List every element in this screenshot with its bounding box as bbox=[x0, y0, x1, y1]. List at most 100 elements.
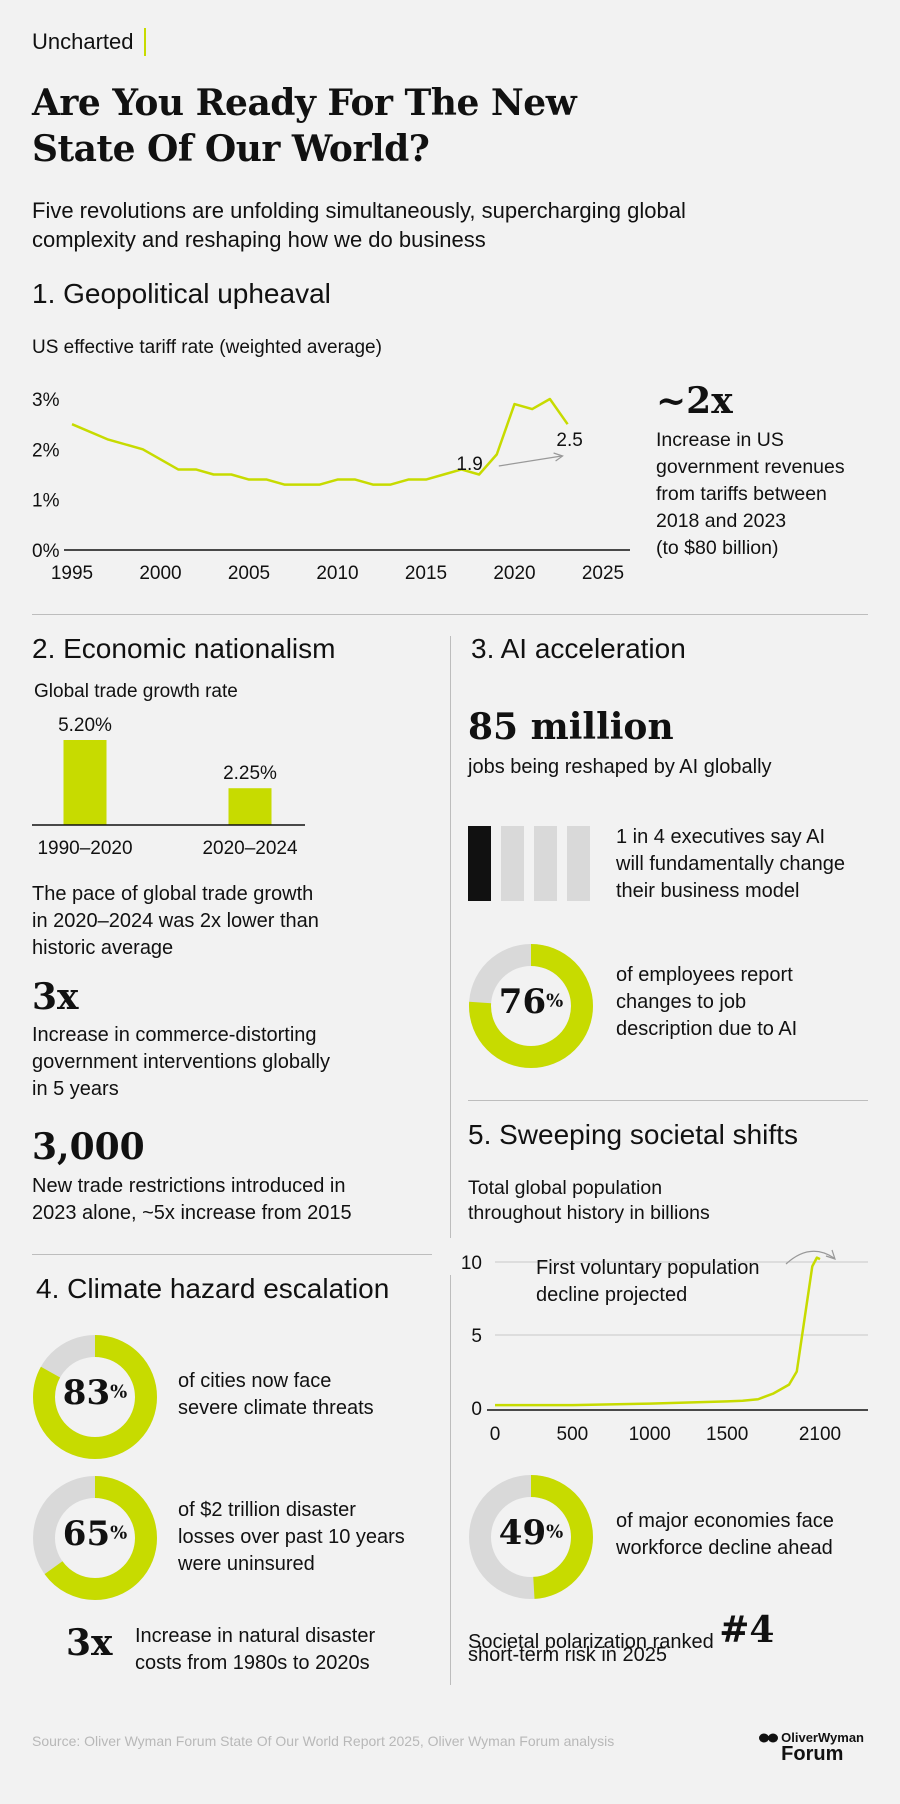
donut-65-label: 65% bbox=[25, 1514, 165, 1554]
s3-donut-line: changes to job bbox=[616, 991, 747, 1013]
s3-donut-desc: of employees report changes to job descr… bbox=[616, 962, 797, 1043]
donut-value: 49 bbox=[498, 1513, 547, 1553]
s5-rank-text-2: short-term risk in 2025 bbox=[468, 1644, 667, 1666]
divider bbox=[32, 614, 868, 615]
logo-text: OliverWyman bbox=[781, 1730, 864, 1745]
s5-heading: 5. Sweeping societal shifts bbox=[468, 1119, 798, 1150]
s2-note-line: historic average bbox=[32, 937, 174, 959]
donut-49-label: 49% bbox=[461, 1513, 601, 1553]
s3-exec-line: their business model bbox=[616, 880, 800, 902]
y-tick-label: 0% bbox=[32, 541, 60, 562]
series-line bbox=[495, 1256, 821, 1407]
x-tick-label: 2100 bbox=[799, 1424, 841, 1445]
y-tick-label: 0 bbox=[471, 1399, 482, 1420]
s2-stat1: 3x bbox=[32, 976, 79, 1018]
logo-line-1: OliverWyman bbox=[759, 1730, 864, 1745]
category-label: 2020–2024 bbox=[202, 838, 298, 859]
s1-stat-line: 2018 and 2023 bbox=[656, 510, 787, 532]
s2-stat1-desc: Increase in commerce-distorting governme… bbox=[32, 1022, 330, 1103]
s5-rank-line-1: Societal polarization ranked #4 bbox=[468, 1612, 774, 1656]
donut-fill bbox=[469, 1475, 593, 1599]
s5-donut-line: of major economies face bbox=[616, 1510, 834, 1532]
y-tick-label: 2% bbox=[32, 440, 60, 461]
s5-donut-desc: of major economies face workforce declin… bbox=[616, 1508, 834, 1562]
donut-76-label: 76% bbox=[461, 982, 601, 1022]
s3-stat-desc: jobs being reshaped by AI globally bbox=[468, 756, 772, 778]
donut-fill bbox=[469, 944, 593, 1068]
s2-note-line: The pace of global trade growth bbox=[32, 883, 314, 905]
series-line bbox=[71, 397, 569, 486]
donut-fill bbox=[33, 1476, 157, 1600]
s4-donut2-line: losses over past 10 years bbox=[178, 1526, 405, 1548]
title-line-1: Are You Ready For The New bbox=[32, 82, 577, 124]
s5-chart-title-line: throughout history in billions bbox=[468, 1202, 710, 1224]
s1-stat-line: government revenues bbox=[656, 456, 845, 478]
s5-annotation-line: decline projected bbox=[536, 1284, 688, 1306]
donut-sign: % bbox=[110, 1522, 128, 1544]
s3-heading: 3. AI acceleration bbox=[471, 633, 686, 664]
annotation-arrowhead bbox=[553, 452, 564, 462]
logo-text-2: Forum bbox=[781, 1743, 844, 1765]
title-line-2: State Of Our World? bbox=[32, 128, 430, 170]
s1-stat: ~2x bbox=[656, 380, 733, 422]
s4-heading: 4. Climate hazard escalation bbox=[36, 1273, 390, 1304]
s4-stat: 3x bbox=[66, 1622, 113, 1664]
donut-49 bbox=[469, 1475, 593, 1599]
trade-growth-chart: 5.20% 1990–2020 2.25% 2020–2024 bbox=[32, 715, 305, 859]
s4-donut1-line: of cities now face bbox=[178, 1370, 332, 1392]
donut-83-label: 83% bbox=[25, 1373, 165, 1413]
x-tick-label: 0 bbox=[490, 1424, 501, 1445]
donut-sign: % bbox=[110, 1381, 128, 1403]
s1-chart-title: US effective tariff rate (weighted avera… bbox=[32, 337, 382, 358]
brand-label: Uncharted bbox=[32, 29, 134, 54]
x-tick-label: 1500 bbox=[706, 1424, 748, 1445]
s1-stat-line: Increase in US bbox=[656, 429, 784, 451]
s1-heading: 1. Geopolitical upheaval bbox=[32, 278, 331, 309]
s2-stat1-line: Increase in commerce-distorting bbox=[32, 1024, 317, 1046]
intro-line-1: Five revolutions are unfolding simultane… bbox=[32, 198, 686, 223]
donut-value: 65 bbox=[62, 1514, 111, 1554]
s4-stat-line: costs from 1980s to 2020s bbox=[135, 1652, 370, 1674]
page-title: Are You Ready For The New State Of Our W… bbox=[32, 80, 652, 172]
s3-donut-line: description due to AI bbox=[616, 1018, 798, 1040]
donut-fill bbox=[33, 1335, 157, 1459]
donut-83 bbox=[33, 1335, 157, 1459]
s2-stat2: 3,000 bbox=[32, 1126, 145, 1168]
s4-donut2-line: were uninsured bbox=[178, 1553, 315, 1575]
s2-stat2-desc: New trade restrictions introduced in 202… bbox=[32, 1173, 352, 1227]
ratio-bar bbox=[567, 826, 590, 901]
s5-rank: Societal polarization ranked #4 short-te… bbox=[468, 1612, 774, 1669]
intro-text: Five revolutions are unfolding simultane… bbox=[32, 196, 792, 254]
s5-chart-title-line: Total global population bbox=[468, 1177, 663, 1199]
x-tick-label: 2015 bbox=[405, 563, 447, 584]
s4-donut2-desc: of $2 trillion disaster losses over past… bbox=[178, 1497, 405, 1578]
s3-exec-desc: 1 in 4 executives say AI will fundamenta… bbox=[616, 824, 845, 905]
s5-donut-line: workforce decline ahead bbox=[616, 1537, 833, 1559]
donut-value: 83 bbox=[62, 1373, 111, 1413]
divider-vertical bbox=[450, 1275, 451, 1685]
brand-divider bbox=[143, 28, 146, 56]
tariff-chart: 0% 1% 2% 3% 1995 2000 2005 2010 2015 2020 2025 1.9 2… bbox=[32, 390, 630, 584]
s1-stat-line: from tariffs between bbox=[656, 483, 827, 505]
intro-line-2: complexity and reshaping how we do busin… bbox=[32, 227, 486, 252]
x-tick-label: 2000 bbox=[139, 563, 181, 584]
s3-exec-line: 1 in 4 executives say AI bbox=[616, 826, 826, 848]
annotation-arrowhead bbox=[825, 1249, 836, 1260]
x-tick-label: 2010 bbox=[316, 563, 358, 584]
logo: OliverWyman Forum bbox=[759, 1730, 864, 1766]
data-label: 2.5 bbox=[556, 430, 582, 451]
divider-vertical bbox=[450, 636, 451, 1238]
s5-chart-title: Total global population throughout histo… bbox=[468, 1176, 710, 1226]
s5-rank-number: #4 bbox=[719, 1609, 775, 1651]
donut-sign: % bbox=[546, 990, 564, 1012]
s4-stat-line: Increase in natural disaster bbox=[135, 1625, 376, 1647]
s2-heading: 2. Economic nationalism bbox=[32, 633, 336, 664]
donut-76 bbox=[469, 944, 593, 1068]
s2-stat2-line: 2023 alone, ~5x increase from 2015 bbox=[32, 1202, 352, 1224]
y-tick-label: 5 bbox=[471, 1326, 482, 1347]
divider bbox=[32, 1254, 432, 1255]
y-tick-label: 1% bbox=[32, 491, 60, 512]
logo-mark-icon bbox=[759, 1733, 779, 1742]
y-tick-label: 10 bbox=[461, 1253, 482, 1274]
s2-chart-title: Global trade growth rate bbox=[34, 681, 238, 702]
